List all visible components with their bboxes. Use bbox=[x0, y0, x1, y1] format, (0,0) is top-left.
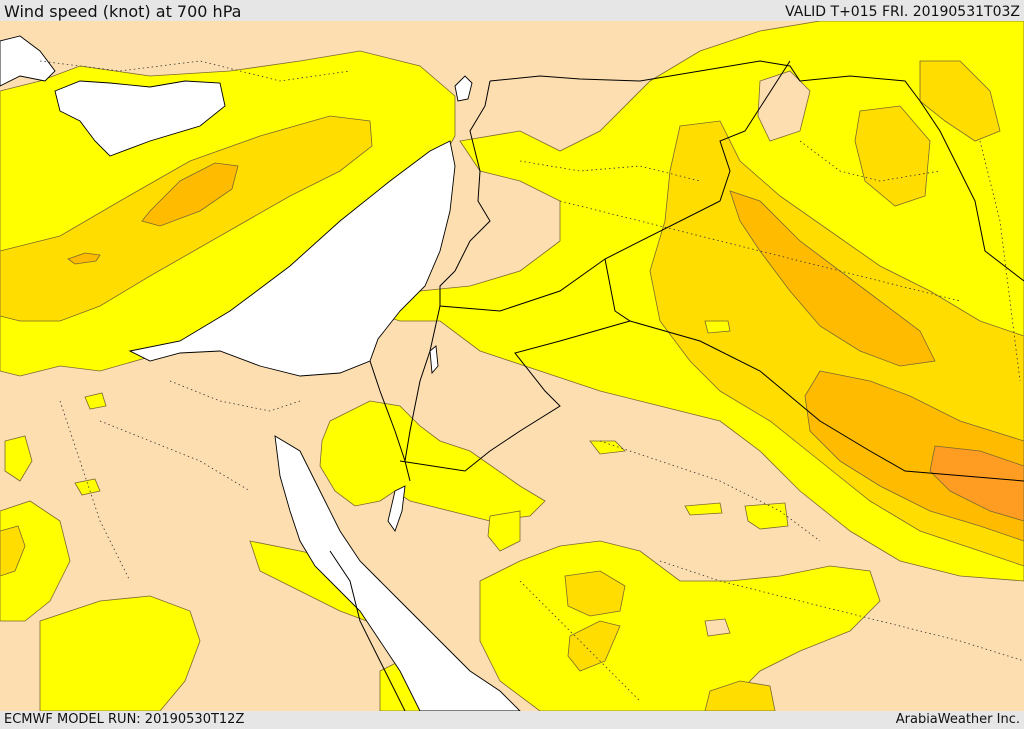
credit-label: ArabiaWeather Inc. bbox=[895, 712, 1020, 727]
province-borders bbox=[39, 60, 1024, 702]
band-yellow-small-1 bbox=[4, 435, 33, 482]
band-yellow-small-8 bbox=[487, 510, 521, 552]
band-yellow-small-2 bbox=[74, 478, 101, 496]
band-gold-saudi-south-3 bbox=[704, 680, 776, 711]
band-yellow-small-3 bbox=[84, 392, 107, 410]
aegean-sea bbox=[0, 35, 56, 87]
levantine-sea bbox=[128, 140, 456, 377]
band-yellow-small-5 bbox=[684, 502, 723, 516]
gulf-of-aqaba bbox=[387, 485, 406, 532]
band-gold-egypt-west bbox=[0, 525, 26, 577]
band-orange-gulf bbox=[929, 445, 1024, 522]
dead-sea bbox=[429, 345, 439, 375]
band-gold-saudi-south bbox=[564, 570, 626, 617]
band-yellow-small-4 bbox=[589, 440, 626, 455]
band-yellow-egypt-south bbox=[39, 595, 201, 711]
band-gold-north-2 bbox=[854, 105, 931, 207]
mediterranean-sea bbox=[54, 80, 226, 157]
band-gold-north bbox=[919, 60, 1001, 142]
band-gold-saudi-south-2 bbox=[567, 620, 621, 672]
country-borders bbox=[329, 60, 1024, 711]
band-amber-mediterranean bbox=[141, 162, 239, 227]
band-gold-mediterranean bbox=[0, 115, 373, 322]
valid-time: VALID T+015 FRI. 20190531T03Z bbox=[785, 4, 1020, 20]
band-low-saudi-patch bbox=[704, 618, 731, 637]
band-amber-small bbox=[67, 252, 101, 265]
band-yellow-small-7 bbox=[704, 320, 731, 334]
wind-speed-map bbox=[0, 21, 1024, 711]
title-bar: Wind speed (knot) at 700 hPa VALID T+015… bbox=[0, 0, 1024, 21]
footer-bar: ECMWF MODEL RUN: 20190530T12Z ArabiaWeat… bbox=[0, 711, 1024, 729]
band-low-north-patch bbox=[757, 70, 811, 142]
caspian-edge bbox=[454, 75, 473, 102]
red-sea bbox=[274, 435, 521, 711]
band-amber-arabia bbox=[729, 190, 936, 367]
map-title: Wind speed (knot) at 700 hPa bbox=[4, 2, 242, 21]
model-run-label: ECMWF MODEL RUN: 20190530T12Z bbox=[4, 712, 245, 727]
